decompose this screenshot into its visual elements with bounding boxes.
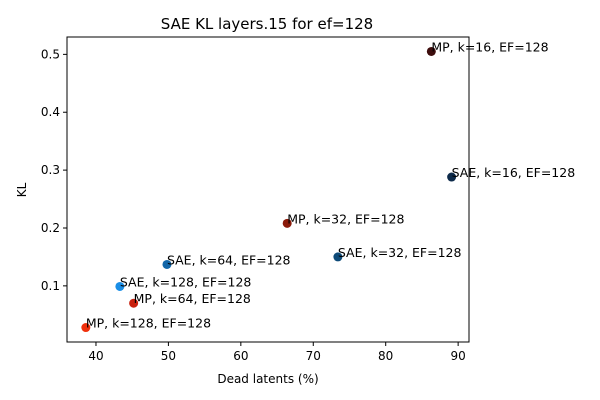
point-label: MP, k=16, EF=128 (431, 39, 548, 54)
scatter-point (81, 323, 91, 333)
point-label: MP, k=64, EF=128 (134, 291, 251, 306)
scatter-point (282, 218, 292, 228)
x-tick-label: 50 (161, 349, 176, 363)
x-tick-label: 60 (233, 349, 248, 363)
y-tick-label: 0.3 (41, 163, 60, 177)
x-tick-label: 70 (306, 349, 321, 363)
x-tick-label: 90 (450, 349, 465, 363)
chart-title: SAE KL layers.15 for ef=128 (161, 15, 373, 33)
y-tick-label: 0.2 (41, 221, 60, 235)
point-label: MP, k=32, EF=128 (287, 211, 404, 226)
point-label: SAE, k=64, EF=128 (167, 252, 291, 267)
x-tick-label: 40 (88, 349, 103, 363)
scatter-point (162, 259, 172, 269)
y-tick-label: 0.1 (41, 279, 60, 293)
scatter-point (426, 46, 436, 56)
y-tick-label: 0.5 (41, 47, 60, 61)
point-label: SAE, k=128, EF=128 (120, 274, 252, 289)
scatter-point (447, 172, 457, 182)
scatter-point (129, 298, 139, 308)
y-tick-label: 0.4 (41, 105, 60, 119)
x-axis-label: Dead latents (%) (217, 372, 318, 386)
point-label: SAE, k=32, EF=128 (338, 245, 462, 260)
point-label: MP, k=128, EF=128 (86, 316, 211, 331)
y-axis-label: KL (15, 182, 29, 197)
scatter-point (115, 281, 125, 291)
scatter-point (333, 252, 343, 262)
point-label: SAE, k=16, EF=128 (452, 165, 576, 180)
plot-frame (66, 36, 470, 343)
x-tick-label: 80 (378, 349, 393, 363)
